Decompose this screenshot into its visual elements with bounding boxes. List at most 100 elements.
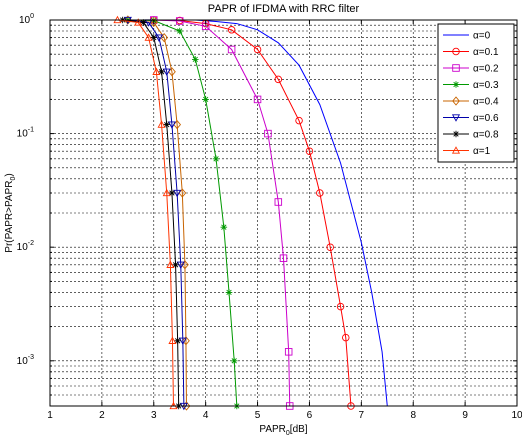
y-tick-label-base: 10 [17, 242, 29, 253]
y-tick-label-exp: -1 [28, 127, 34, 134]
series-3-point [253, 95, 262, 104]
x-tick-label: 2 [99, 410, 105, 421]
legend-label: α=0.4 [473, 97, 499, 108]
legend-swatch-marker [452, 64, 460, 72]
y-axis-label-rest: ) [4, 173, 15, 176]
series-6-point [178, 337, 187, 346]
series-2-point [253, 45, 262, 54]
series-3-point [279, 254, 288, 262]
legend-box [437, 23, 515, 163]
legend-item: α=0.4 [443, 96, 499, 108]
series-8-point [157, 120, 166, 128]
y-tick-label: 10-2 [17, 240, 34, 253]
series-7-point [163, 121, 171, 128]
series-4-point [202, 96, 209, 103]
series-2-point [326, 243, 334, 251]
y-tick-label-exp: -2 [28, 240, 34, 247]
series-6-point [176, 261, 185, 270]
series-6-point [173, 189, 182, 198]
x-tick-label: 3 [151, 410, 157, 421]
series-4-point [230, 357, 238, 365]
series-7-point [174, 337, 181, 345]
series-1-line [195, 19, 388, 407]
legend-label: α=0.8 [473, 130, 499, 141]
series-7-point [172, 261, 179, 269]
series-3-point [227, 45, 236, 54]
series-3-point [175, 17, 184, 25]
series-7-point [168, 189, 176, 197]
y-tick-label-base: 10 [19, 15, 31, 26]
x-axis-ticks: 1 2 3 4 5 6 7 8 9 10 [47, 20, 522, 421]
y-tick-label: 10-3 [17, 354, 34, 367]
series-7-point [140, 19, 147, 26]
series-3-point [264, 129, 272, 138]
legend-swatch-marker [452, 81, 460, 88]
legend-label: α=0 [473, 31, 491, 42]
x-tick-label: 9 [462, 410, 468, 421]
x-axis-label-base: PAPR [259, 424, 286, 435]
series-4-line [127, 19, 238, 407]
series-8-point [166, 260, 175, 268]
series-2-point [295, 116, 303, 125]
legend: α=0 α=0.1 α=0.2 α=0.3 α=0.4 α=0.6 α=0.8 α=1 [437, 23, 515, 163]
series-6-point [162, 68, 171, 77]
x-tick-label: 6 [307, 410, 313, 421]
series-2-point [305, 147, 314, 155]
series-6-point [167, 121, 176, 129]
series-4-point [191, 56, 199, 63]
y-axis-label: Pr(PAPR>PAPR0) [4, 173, 17, 252]
x-tick-label: 1 [47, 410, 53, 421]
series-4-point [225, 289, 233, 296]
y-tick-label: 10-1 [17, 127, 34, 140]
legend-swatch-marker [452, 47, 460, 56]
y-axis-label-sub: 0 [10, 177, 17, 181]
series-3-point [274, 198, 283, 206]
legend-item: α=1 [443, 146, 491, 157]
series-2 [150, 16, 355, 410]
series-6 [123, 16, 188, 411]
legend-item: α=0.8 [443, 130, 499, 141]
series-2-point [227, 26, 236, 34]
series-5-point [182, 336, 190, 346]
series-8-line [117, 19, 174, 407]
series-3-point [284, 348, 293, 356]
legend-label: α=0.1 [473, 47, 499, 58]
legend-swatch-marker [452, 130, 460, 138]
series-6-point [154, 34, 164, 42]
legend-label: α=0.6 [473, 113, 499, 124]
legend-item: α=0.1 [443, 47, 499, 58]
legend-label: α=0.2 [473, 64, 499, 75]
series-7-point [158, 68, 165, 76]
series-2-point [316, 189, 324, 197]
chart-title: PAPR of IFDMA with RRC filter [208, 3, 360, 15]
legend-swatch-marker [451, 114, 461, 122]
y-tick-label-exp: 0 [30, 13, 34, 20]
legend-swatch-marker [452, 96, 460, 106]
x-tick-label: 4 [203, 410, 209, 421]
series-8-point [144, 33, 153, 41]
legend-swatch-marker [451, 146, 461, 154]
series-8-point [134, 18, 143, 26]
series-5-line [127, 19, 187, 407]
legend-item: α=0.2 [443, 64, 499, 75]
x-tick-label: 7 [359, 410, 365, 421]
y-axis-label-base: Pr(PAPR>PAPR [4, 181, 15, 253]
legend-item: α=0.3 [443, 80, 499, 91]
series-7-point [150, 34, 158, 41]
legend-item: α=0.6 [443, 113, 499, 124]
y-tick-label: 100 [19, 13, 34, 26]
x-tick-label: 8 [410, 410, 416, 421]
series-8-point [152, 67, 161, 75]
y-tick-label-exp: -3 [28, 354, 34, 361]
x-tick-label: 10 [511, 410, 522, 421]
legend-label: α=0.3 [473, 80, 499, 91]
series-5-point [181, 260, 189, 270]
legend-label: α=1 [473, 146, 491, 157]
series-1 [195, 19, 388, 407]
series-2-point [274, 75, 283, 84]
series-4-point [176, 27, 184, 35]
y-tick-label-base: 10 [17, 356, 29, 367]
series-8-point [168, 336, 177, 344]
